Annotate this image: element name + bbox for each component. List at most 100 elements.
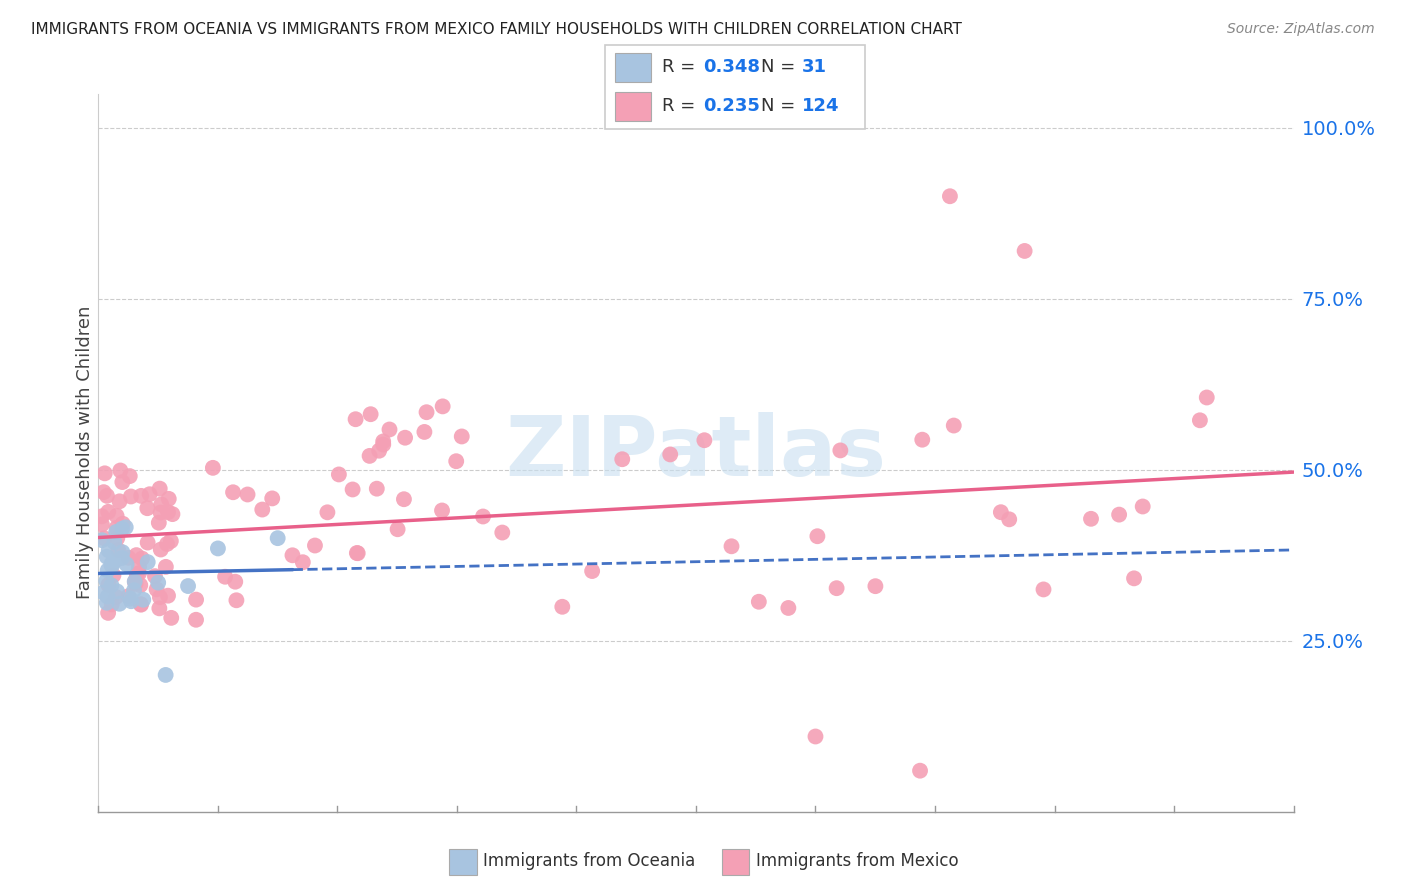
Point — [360, 407, 382, 421]
Point — [124, 574, 146, 589]
Point — [316, 505, 339, 519]
Point — [267, 531, 290, 545]
Point — [128, 559, 150, 574]
Point — [145, 582, 167, 597]
Point — [693, 434, 716, 448]
Point — [111, 516, 134, 531]
Point — [149, 591, 172, 605]
Point — [94, 467, 117, 481]
Point — [125, 548, 148, 562]
Text: 31: 31 — [803, 59, 827, 77]
Point — [344, 412, 367, 426]
Point — [100, 557, 122, 571]
Point — [111, 550, 134, 565]
Point — [908, 764, 931, 778]
Point — [97, 564, 120, 578]
Point — [118, 591, 141, 606]
Bar — [721, 849, 749, 875]
Point — [96, 489, 118, 503]
Point — [97, 606, 120, 620]
Text: N =: N = — [761, 97, 800, 115]
Point — [581, 564, 603, 578]
Y-axis label: Family Households with Children: Family Households with Children — [76, 306, 94, 599]
Point — [378, 422, 401, 436]
Point — [110, 463, 132, 477]
Point — [148, 575, 170, 590]
Point — [103, 555, 125, 569]
Point — [148, 601, 170, 615]
Point — [748, 595, 770, 609]
Point — [100, 578, 122, 592]
Point — [366, 482, 388, 496]
Point — [111, 545, 134, 559]
Point — [120, 490, 142, 504]
Point — [825, 581, 848, 595]
Point — [91, 533, 114, 548]
Point — [117, 550, 139, 565]
Point — [90, 509, 112, 524]
Point — [430, 503, 453, 517]
Point — [124, 576, 146, 591]
Text: Immigrants from Oceania: Immigrants from Oceania — [484, 852, 696, 871]
Point — [373, 434, 395, 449]
Point — [720, 539, 742, 553]
Point — [804, 730, 827, 744]
Point — [103, 568, 125, 582]
Point — [225, 593, 247, 607]
Point — [262, 491, 284, 506]
Point — [222, 485, 245, 500]
Point — [129, 598, 152, 612]
Text: N =: N = — [761, 59, 800, 77]
Point — [117, 589, 139, 603]
Point — [373, 437, 395, 451]
Point — [105, 521, 128, 535]
Text: Immigrants from Mexico: Immigrants from Mexico — [755, 852, 959, 871]
Point — [93, 585, 115, 599]
Point — [107, 543, 129, 558]
Point — [155, 668, 177, 682]
Point — [346, 546, 368, 560]
Point — [105, 584, 128, 599]
Point — [415, 405, 437, 419]
Point — [830, 443, 852, 458]
Point — [612, 452, 634, 467]
Point — [990, 505, 1012, 519]
Point — [224, 574, 246, 589]
Point — [97, 578, 120, 592]
Point — [865, 579, 887, 593]
Point — [150, 497, 173, 511]
Point — [157, 505, 180, 519]
Point — [105, 508, 128, 523]
Point — [111, 475, 134, 489]
Point — [942, 418, 965, 433]
Point — [252, 502, 274, 516]
Point — [1080, 512, 1102, 526]
Point — [156, 537, 179, 551]
Point — [394, 431, 416, 445]
Point — [136, 501, 159, 516]
Point — [132, 592, 155, 607]
Point — [115, 558, 138, 572]
Point — [125, 567, 148, 582]
Point — [346, 546, 368, 560]
Point — [444, 454, 467, 468]
Point — [998, 512, 1021, 526]
Point — [105, 524, 128, 539]
Point — [156, 589, 179, 603]
Text: 124: 124 — [803, 97, 839, 115]
Point — [143, 569, 166, 583]
Point — [392, 492, 415, 507]
Point — [129, 597, 152, 611]
Point — [160, 611, 183, 625]
Point — [136, 555, 159, 569]
Point — [157, 491, 180, 506]
Point — [97, 543, 120, 558]
Point — [160, 534, 183, 549]
Point — [105, 531, 128, 545]
Point — [93, 532, 115, 546]
Point — [90, 517, 112, 532]
Bar — [614, 92, 651, 120]
Point — [413, 425, 436, 439]
Point — [342, 483, 364, 497]
Point — [1014, 244, 1036, 258]
